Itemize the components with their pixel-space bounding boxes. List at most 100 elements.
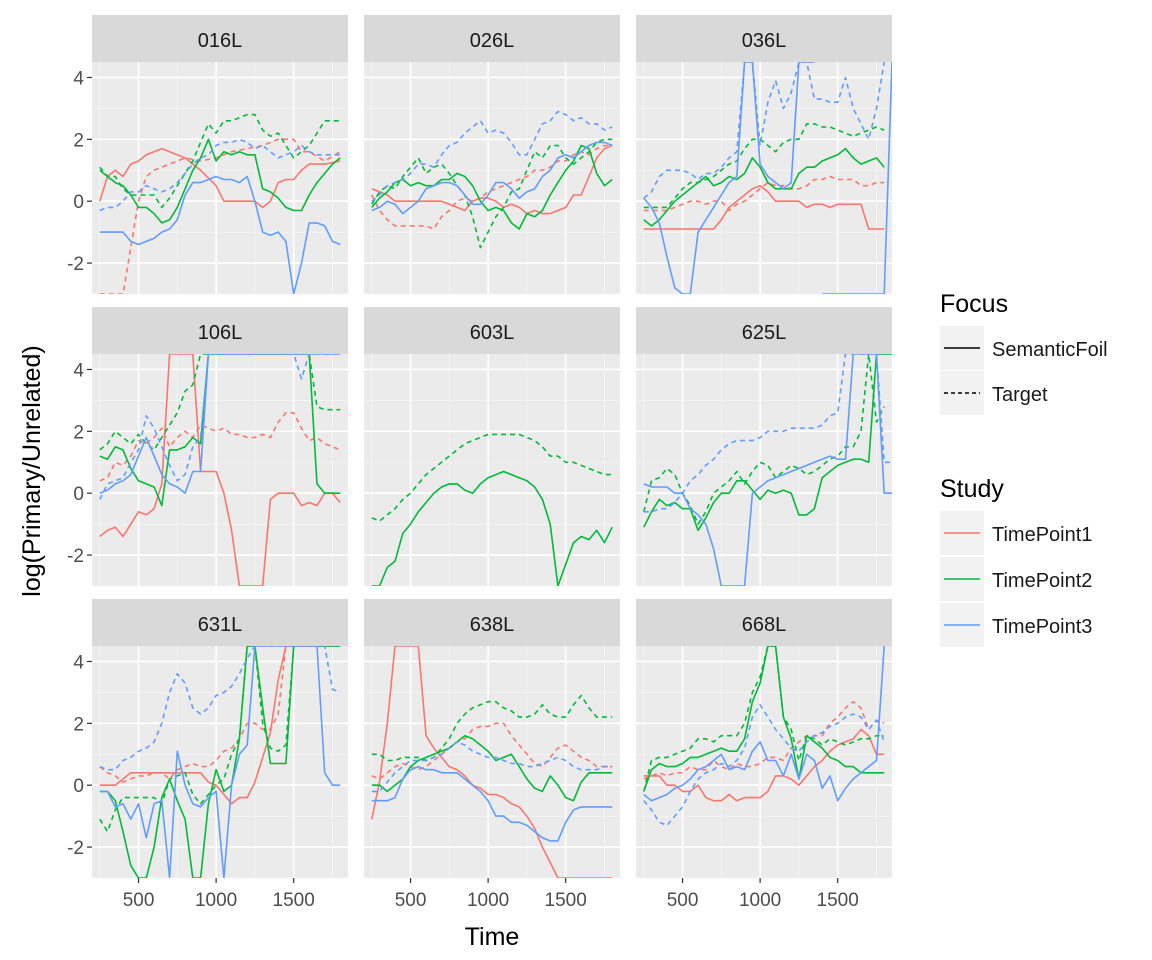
panel-series-group (643, 354, 892, 586)
panel-strip-label: 016L (198, 30, 243, 52)
series-line-timepoint3-target (371, 110, 613, 202)
series-line-timepoint2-semanticfoil (371, 144, 613, 230)
series-line-timepoint1-semanticfoil (99, 147, 341, 209)
x-tick-label: 1500 (545, 890, 587, 911)
series-line-timepoint3-target (99, 138, 341, 212)
panel-series-group (371, 433, 613, 586)
panel-strip (92, 15, 348, 62)
panel-background (364, 354, 620, 586)
series-line-timepoint1-target (371, 144, 613, 230)
series-line-timepoint3-target (643, 703, 885, 827)
panel-strip-label: 603L (470, 322, 515, 344)
panel-625L: 625L (636, 307, 892, 587)
panel-background (92, 354, 348, 586)
panel-background (636, 62, 892, 294)
panel-106L: 106L -2 0 2 4 (67, 307, 348, 587)
panel-strip-label: 036L (742, 30, 787, 52)
series-line-timepoint1-semanticfoil (643, 728, 885, 802)
legend-focus-label-target: Target (992, 384, 1048, 406)
panel-strip (364, 307, 620, 354)
panel-series-group (99, 646, 341, 878)
series-line-timepoint2-semanticfoil (643, 646, 885, 792)
x-tick-label: 500 (123, 890, 155, 911)
series-line-timepoint3-target (99, 646, 341, 771)
series-line-timepoint2-target (99, 646, 341, 833)
legend-study-label-timepoint2: TimePoint2 (992, 570, 1092, 592)
panel-668L: 668L 500 1000 1500 (636, 599, 892, 911)
legend-focus-label-semanticfoil: SemanticFoil (992, 339, 1108, 361)
panel-strip-label: 026L (470, 30, 515, 52)
y-tick-label: 2 (73, 130, 84, 151)
series-line-timepoint2-target (99, 113, 341, 209)
series-line-timepoint3-semanticfoil (99, 354, 341, 495)
series-line-timepoint2-target (643, 646, 885, 792)
series-line-timepoint2-semanticfoil (643, 147, 885, 227)
panel-series-group (371, 646, 613, 878)
series-line-timepoint3-semanticfoil (643, 62, 815, 294)
series-line-timepoint3-target (99, 354, 341, 500)
series-line-timepoint1-semanticfoil (99, 646, 341, 805)
panel-background (636, 646, 892, 878)
panel-series-group (643, 646, 885, 827)
x-tick-label: 1500 (273, 890, 315, 911)
panel-strip-label: 631L (198, 614, 243, 636)
panel-background (636, 354, 892, 586)
panel-strip-label: 668L (742, 614, 787, 636)
legend-focus-title: Focus (940, 290, 1008, 318)
legend-study: Study TimePoint1 TimePoint2 TimePoint3 (940, 475, 1092, 647)
panel-strip (636, 599, 892, 646)
y-tick-label: 0 (73, 776, 84, 797)
panel-series-group (99, 113, 341, 294)
y-tick-label: 4 (73, 68, 84, 89)
legend-study-label-timepoint1: TimePoint1 (992, 524, 1092, 546)
series-line-timepoint3-target (643, 354, 892, 513)
series-line-timepoint2-target (371, 138, 613, 249)
panel-series-group (99, 354, 341, 586)
panel-016L: 016L -2 0 2 4 (67, 15, 348, 295)
y-tick-label: 0 (73, 192, 84, 213)
panel-series-group (371, 110, 613, 249)
y-tick-label: 2 (73, 714, 84, 735)
panel-strip-label: 638L (470, 614, 515, 636)
y-tick-label: -2 (67, 546, 84, 567)
series-line-timepoint2-semanticfoil (99, 646, 341, 878)
series-line-timepoint3-semanticfoil (371, 141, 613, 215)
series-line-timepoint1-target (371, 722, 613, 780)
y-tick-label: 4 (73, 652, 84, 673)
series-line-timepoint1-semanticfoil (371, 646, 613, 878)
y-tick-label: -2 (67, 838, 84, 859)
panel-strip (636, 307, 892, 354)
y-tick-label: -2 (67, 254, 84, 275)
panel-603L: 603L (364, 307, 620, 587)
series-line-timepoint2-semanticfoil (99, 138, 341, 224)
y-tick-label: 4 (73, 360, 84, 381)
y-tick-label: 2 (73, 422, 84, 443)
series-line-timepoint1-target (99, 138, 341, 294)
panel-strip (92, 307, 348, 354)
panel-strip-label: 106L (198, 322, 243, 344)
series-line-timepoint1-semanticfoil (99, 354, 341, 586)
legend-focus: Focus SemanticFoil Target (940, 290, 1108, 415)
y-axis-title: log(Primary/Unrelated) (18, 345, 46, 596)
x-tick-label: 500 (667, 890, 699, 911)
series-line-timepoint3-semanticfoil (643, 354, 892, 586)
panel-background (364, 62, 620, 294)
panel-631L: 631L -2 0 2 4 500 1000 1500 (67, 599, 348, 911)
panel-026L: 026L (364, 15, 620, 295)
series-line-timepoint3-semanticfoil (371, 765, 613, 842)
series-line-timepoint2-target (643, 123, 885, 209)
series-line-timepoint2-semanticfoil (371, 734, 613, 802)
panel-series-group (643, 62, 892, 294)
panel-strip (92, 599, 348, 646)
series-line-timepoint3-semanticfoil (643, 646, 885, 802)
series-line-timepoint3-semanticfoil (822, 62, 892, 294)
panel-036L: 036L (636, 15, 892, 295)
series-line-timepoint2-semanticfoil (643, 354, 892, 532)
x-axis-title: Time (465, 923, 520, 951)
panel-strip-label: 625L (742, 322, 787, 344)
x-tick-label: 1000 (739, 890, 781, 911)
panels-layer: 016L -2 0 2 4 026L 036L 106L -2 0 2 4 603L 625L 631L -2… (67, 15, 892, 911)
panel-background (364, 646, 620, 878)
series-line-timepoint1-target (643, 700, 885, 780)
